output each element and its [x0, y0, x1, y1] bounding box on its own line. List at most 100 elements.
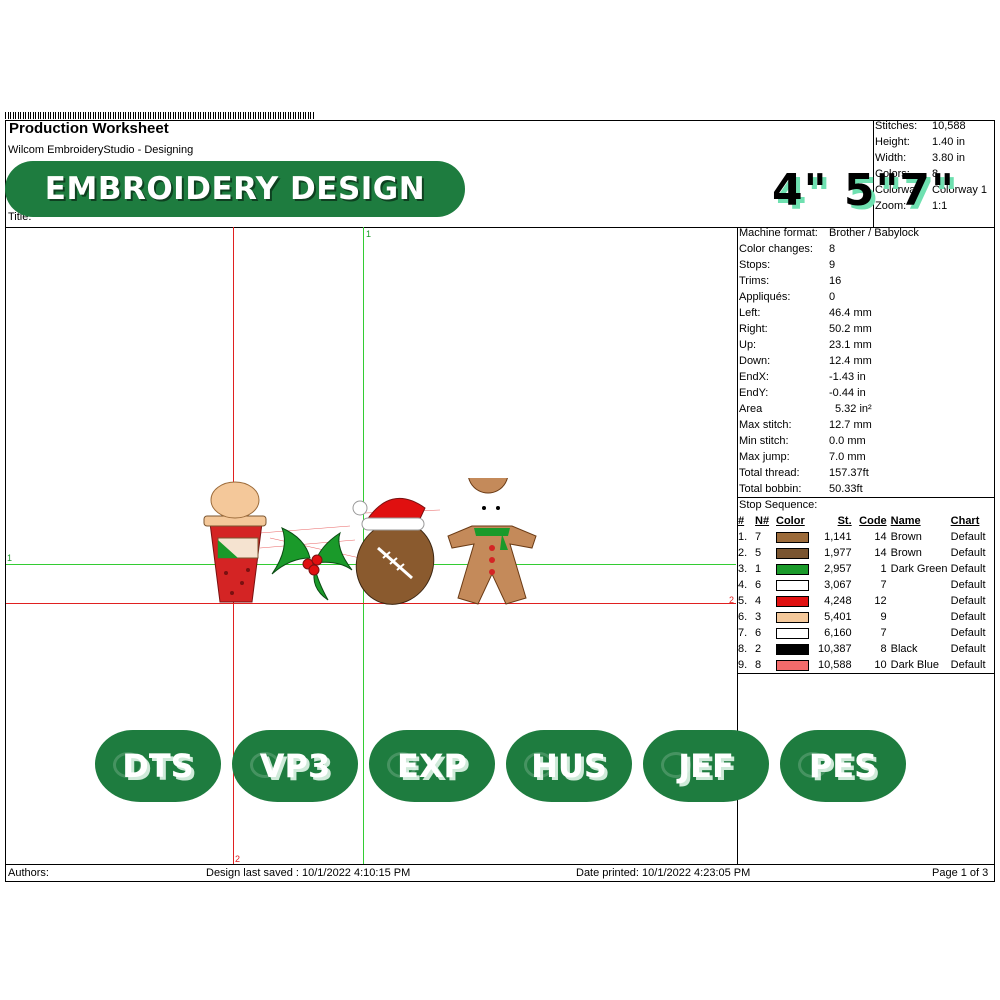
table-header-row: # N# Color St. Code Name Chart	[738, 513, 991, 529]
row-number: 3	[755, 611, 762, 623]
row-chart: Default	[950, 531, 986, 543]
col-chart: Chart	[950, 515, 980, 527]
row-index: 1.	[738, 531, 748, 543]
row-name	[887, 625, 951, 641]
row-code: 8	[880, 643, 887, 655]
row-code: 14	[874, 531, 887, 543]
row-code: 10	[874, 659, 887, 671]
row-index: 2.	[738, 547, 748, 559]
row-number: 7	[755, 531, 762, 543]
guide-marker: 1	[366, 229, 372, 239]
detail-label: Down:	[739, 355, 771, 367]
detail-label: Total thread:	[739, 467, 800, 479]
row-chart: Default	[950, 579, 986, 591]
row-code: 14	[874, 547, 887, 559]
row-stitches: 1,977	[824, 547, 852, 559]
row-color-swatch	[776, 545, 818, 561]
row-color-swatch	[776, 529, 818, 545]
col-color: Color	[776, 515, 805, 527]
row-color-swatch	[776, 577, 818, 593]
detail-label: EndY:	[739, 387, 769, 399]
guide-marker: 2	[729, 595, 735, 605]
row-name: Black	[890, 643, 918, 655]
row-stitches: 4,248	[824, 595, 852, 607]
table-row: 2. 5 1,977 14 Brown Default	[738, 545, 991, 561]
hoop-sizes: 4" 5"7"	[772, 165, 955, 216]
detail-label: Area	[739, 403, 763, 415]
detail-value: Brother / Babylock	[829, 227, 919, 239]
summary-label: Colors:	[875, 168, 910, 180]
row-color-swatch	[776, 593, 818, 609]
row-color-swatch	[776, 641, 818, 657]
detail-value: -1.43 in	[829, 371, 866, 383]
detail-label: Up:	[739, 339, 757, 351]
stop-sequence-title: Stop Sequence:	[739, 499, 818, 511]
detail-value: 8	[829, 243, 836, 255]
football-design	[352, 498, 435, 605]
table-row: 6. 3 5,401 9 Default	[738, 609, 991, 625]
row-name: Brown	[890, 547, 922, 559]
row-stitches: 2,957	[824, 563, 852, 575]
detail-label: Stops:	[739, 259, 771, 271]
guide-marker: 2	[235, 854, 241, 864]
detail-value: 12.4 mm	[829, 355, 872, 367]
format-badge-vp3: VP3	[232, 730, 358, 802]
holly-design	[271, 527, 353, 601]
page-title: Production Worksheet	[9, 120, 169, 137]
row-stitches: 1,141	[824, 531, 852, 543]
table-row: 9. 8 10,588 10 Dark Blue Default	[738, 657, 991, 673]
detail-value: 5.32 in²	[835, 403, 872, 415]
row-chart: Default	[950, 643, 986, 655]
row-number: 4	[755, 595, 762, 607]
summary-label: Width:	[875, 152, 907, 164]
detail-value: 9	[829, 259, 836, 271]
color-swatch	[776, 659, 809, 671]
col-number: N#	[755, 515, 770, 527]
color-swatch	[776, 531, 809, 543]
detail-value: 46.4 mm	[829, 307, 872, 319]
row-chart: Default	[950, 563, 986, 575]
row-name	[887, 577, 951, 593]
summary-value: 3.80 in	[932, 152, 966, 164]
summary-value: 1:1	[932, 200, 948, 212]
row-chart: Default	[950, 627, 986, 639]
row-number: 8	[755, 659, 762, 671]
detail-value: 50.33ft	[829, 483, 863, 495]
detail-label: Color changes:	[739, 243, 813, 255]
row-number: 6	[755, 627, 762, 639]
row-index: 3.	[738, 563, 748, 575]
detail-value: 157.37ft	[829, 467, 869, 479]
summary-value: Colorway 1	[932, 184, 988, 196]
detail-label: Appliqués:	[739, 291, 791, 303]
detail-label: Left:	[739, 307, 761, 319]
color-swatch	[776, 627, 809, 639]
row-stitches: 10,387	[818, 643, 852, 655]
format-badge-hus: HUS	[506, 730, 632, 802]
row-color-swatch	[776, 657, 818, 673]
detail-label: Total bobbin:	[739, 483, 802, 495]
format-badge-jef: JEF	[643, 730, 769, 802]
footer-authors: Authors:	[8, 867, 49, 879]
gingerbread-design	[447, 478, 537, 605]
embroidery-design-badge: EMBROIDERY DESIGN	[5, 161, 465, 217]
row-stitches: 10,588	[818, 659, 852, 671]
summary-value: 1.40 in	[932, 136, 966, 148]
summary-label: Zoom:	[875, 200, 907, 212]
detail-label: Machine format:	[739, 227, 818, 239]
summary-label: Stitches:	[875, 120, 918, 132]
row-index: 4.	[738, 579, 748, 591]
detail-value: 0	[829, 291, 836, 303]
col-code: Code	[859, 515, 887, 527]
detail-value: 12.7 mm	[829, 419, 872, 431]
row-number: 1	[755, 563, 762, 575]
row-index: 5.	[738, 595, 748, 607]
detail-value: 16	[829, 275, 842, 287]
guide-horizontal-red	[6, 603, 736, 604]
color-swatch	[776, 611, 809, 623]
row-code: 12	[874, 595, 887, 607]
row-stitches: 6,160	[824, 627, 852, 639]
row-stitches: 5,401	[824, 611, 852, 623]
row-index: 8.	[738, 643, 748, 655]
col-stitches: St.	[837, 515, 852, 527]
row-name: Brown	[890, 531, 922, 543]
